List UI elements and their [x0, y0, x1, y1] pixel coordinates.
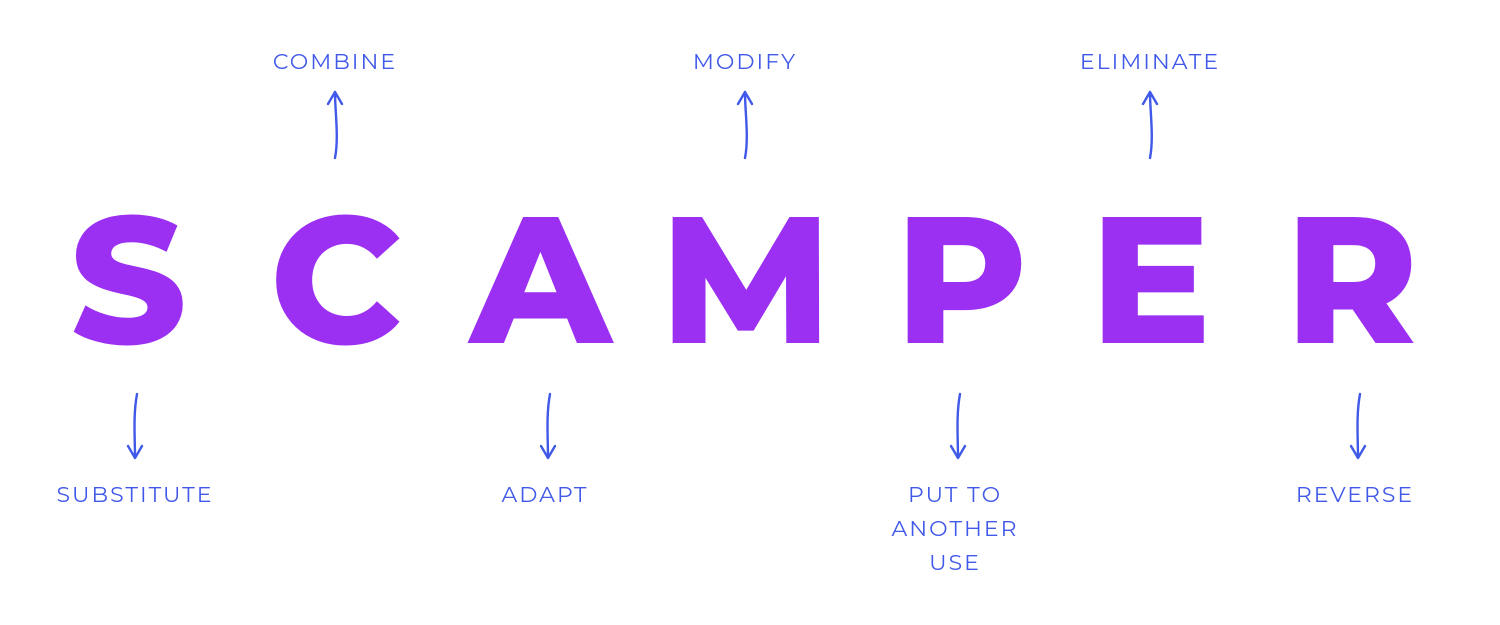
arrow-down-icon [528, 388, 568, 478]
acronym-letter: R [1285, 190, 1422, 370]
scamper-label: ADAPT [465, 478, 625, 512]
acronym-letter: C [270, 190, 405, 370]
scamper-diagram: S SUBSTITUTE C COMBINE A ADAPT M MODIFY P PUT TO … [0, 0, 1500, 625]
scamper-label: MODIFY [665, 45, 825, 79]
acronym-letter: E [1090, 190, 1215, 370]
scamper-label: ELIMINATE [1050, 45, 1250, 79]
acronym-letter: S [70, 190, 190, 370]
arrow-up-icon [315, 82, 355, 172]
arrow-down-icon [1338, 388, 1378, 478]
scamper-label: COMBINE [245, 45, 425, 79]
scamper-label: REVERSE [1265, 478, 1445, 512]
acronym-letter: A [470, 190, 615, 370]
arrow-up-icon [725, 82, 765, 172]
arrow-down-icon [115, 388, 155, 478]
acronym-letter: M [660, 190, 836, 370]
scamper-label: SUBSTITUTE [35, 478, 235, 512]
arrow-up-icon [1130, 82, 1170, 172]
scamper-label: PUT TO ANOTHER USE [855, 478, 1055, 580]
acronym-letter: P [895, 190, 1032, 370]
arrow-down-icon [938, 388, 978, 478]
